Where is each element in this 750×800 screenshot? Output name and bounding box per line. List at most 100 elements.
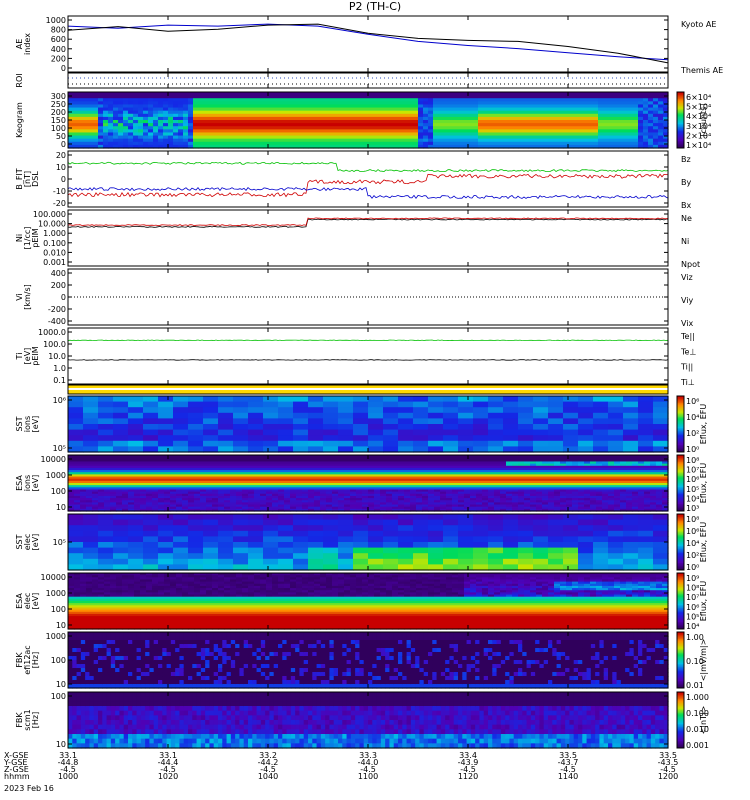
keogram-cell [363,110,369,115]
keogram-cell [598,141,604,146]
keogram-cell [428,104,434,109]
keogram-cell [323,95,329,99]
esa_i-cell [80,504,87,508]
sst_i-cell [638,396,654,403]
esa_i-cell [74,455,81,458]
keogram-cell [553,95,559,99]
keogram-cell [648,138,654,143]
keogram-cell [513,138,519,143]
keogram-cell [313,120,319,124]
keogram-cell [163,101,169,106]
keogram-cell [278,92,284,96]
sst_i-cell [248,424,264,431]
keogram-cell [623,132,629,137]
sst_i-cell [353,407,369,414]
keogram-cell [68,132,74,137]
keogram-cell [178,113,184,118]
keogram-cell [93,95,99,99]
sst_i-cell [263,424,279,431]
keogram-cell [68,123,74,127]
keogram-cell [98,141,104,146]
keogram-cell [393,95,399,99]
keogram-cell [173,107,179,112]
keogram-cell [418,107,424,112]
keogram-cell [598,113,604,118]
keogram-cell [73,132,79,137]
keogram-cell [328,92,334,96]
keogram-cell [283,141,289,146]
sst_i-cell [203,424,219,431]
keogram-cell [403,126,409,130]
keogram-cell [328,95,334,99]
sst_i-cell [218,440,234,447]
keogram-cell [583,101,589,106]
sst_i-cell [278,401,294,408]
keogram-cell [358,110,364,115]
keogram-cell [518,116,524,121]
keogram-cell [558,138,564,143]
keogram-cell [323,126,329,130]
keogram-cell [538,141,544,146]
keogram-cell [553,138,559,143]
keogram-cell [518,141,524,146]
sst_i-cell [548,412,564,419]
keogram-cell [303,104,309,109]
sst_i-cell [623,424,639,431]
keogram-cell [448,123,454,127]
keogram-cell [623,101,629,106]
keogram-cell [98,129,104,134]
keogram-cell [103,129,109,134]
sst_i-cell [173,412,189,419]
keogram-cell [118,141,124,146]
keogram-cell [248,132,254,137]
keogram-cell [563,132,569,137]
keogram-cell [223,120,229,124]
keogram-cell [98,132,104,137]
sst_i-cell [563,412,579,419]
keogram-cell [163,132,169,137]
keogram-cell [223,123,229,127]
keogram-cell [413,104,419,109]
keogram-cell [153,95,159,99]
keogram-cell [368,110,374,115]
keogram-cell [533,132,539,137]
keogram-cell [233,104,239,109]
keogram-cell [393,110,399,115]
keogram-cell [498,126,504,130]
keogram-cell [498,141,504,146]
keogram-cell [218,129,224,134]
keogram-cell [618,95,624,99]
keogram-cell [318,123,324,127]
keogram-cell [368,113,374,118]
keogram-cell [118,101,124,106]
keogram-cell [618,144,624,149]
sst_i-cell [368,424,384,431]
keogram-cell [153,123,159,127]
keogram-cell [608,98,614,102]
keogram-cell [278,123,284,127]
sst_i-cell [83,412,99,419]
keogram-cell [143,123,149,127]
keogram-cell [178,101,184,106]
sst_i-cell [143,435,159,442]
keogram-cell [253,126,259,130]
keogram-cell [563,92,569,96]
keogram-cell [468,104,474,109]
keogram-cell [68,129,74,134]
esa_i-cell [80,483,87,486]
keogram-cell [253,141,259,146]
keogram-cell [108,107,114,112]
keogram-cell [268,126,274,130]
keogram-cell [533,92,539,96]
keogram-cell [423,144,429,149]
keogram-cell [403,92,409,96]
sst_i-cell [353,446,369,453]
sst_i-cell [293,412,309,419]
keogram-cell [523,107,529,112]
keogram-cell [458,120,464,124]
sst_i-cell [128,396,144,403]
keogram-cell [508,92,514,96]
keogram-cell [263,132,269,137]
keogram-cell [78,113,84,118]
keogram-cell [483,138,489,143]
